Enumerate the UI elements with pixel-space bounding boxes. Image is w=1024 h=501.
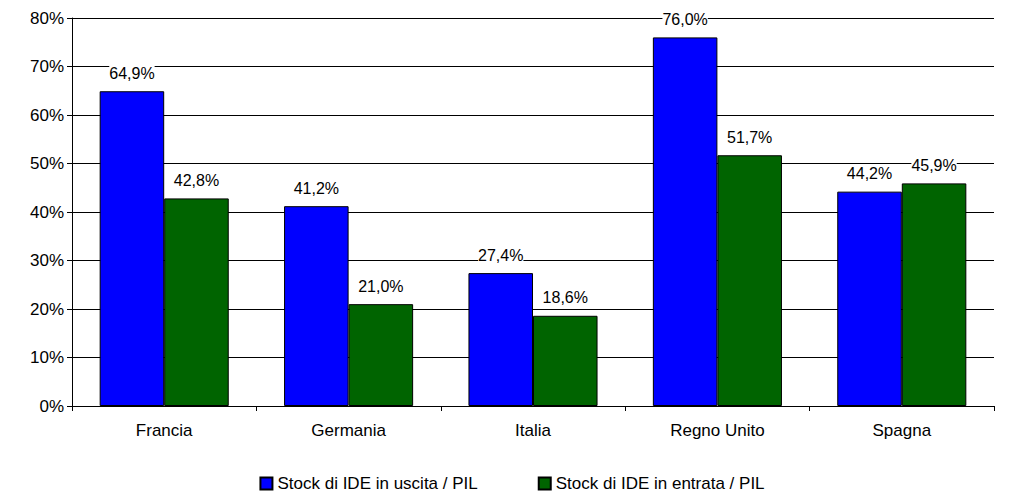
- svg-text:41,2%: 41,2%: [294, 180, 339, 197]
- svg-text:10%: 10%: [30, 348, 64, 367]
- svg-text:30%: 30%: [30, 251, 64, 270]
- svg-text:50%: 50%: [30, 154, 64, 173]
- svg-text:27,4%: 27,4%: [478, 247, 523, 264]
- svg-text:51,7%: 51,7%: [727, 129, 772, 146]
- svg-text:45,9%: 45,9%: [911, 157, 956, 174]
- svg-text:Stock di IDE in uscita / PIL: Stock di IDE in uscita / PIL: [277, 474, 477, 493]
- svg-text:60%: 60%: [30, 106, 64, 125]
- svg-text:20%: 20%: [30, 300, 64, 319]
- svg-text:40%: 40%: [30, 203, 64, 222]
- svg-text:Stock di IDE in entrata / PIL: Stock di IDE in entrata / PIL: [556, 474, 765, 493]
- svg-text:0%: 0%: [39, 397, 64, 416]
- svg-text:64,9%: 64,9%: [109, 65, 154, 82]
- svg-text:21,0%: 21,0%: [358, 278, 403, 295]
- svg-text:Germania: Germania: [311, 421, 386, 440]
- svg-text:80%: 80%: [30, 9, 64, 28]
- svg-text:42,8%: 42,8%: [174, 172, 219, 189]
- svg-text:76,0%: 76,0%: [662, 11, 707, 28]
- svg-text:Regno Unito: Regno Unito: [670, 421, 765, 440]
- svg-text:Italia: Italia: [515, 421, 551, 440]
- svg-text:Francia: Francia: [136, 421, 193, 440]
- svg-text:70%: 70%: [30, 57, 64, 76]
- svg-text:Spagna: Spagna: [872, 421, 931, 440]
- svg-text:18,6%: 18,6%: [543, 289, 588, 306]
- svg-text:44,2%: 44,2%: [847, 165, 892, 182]
